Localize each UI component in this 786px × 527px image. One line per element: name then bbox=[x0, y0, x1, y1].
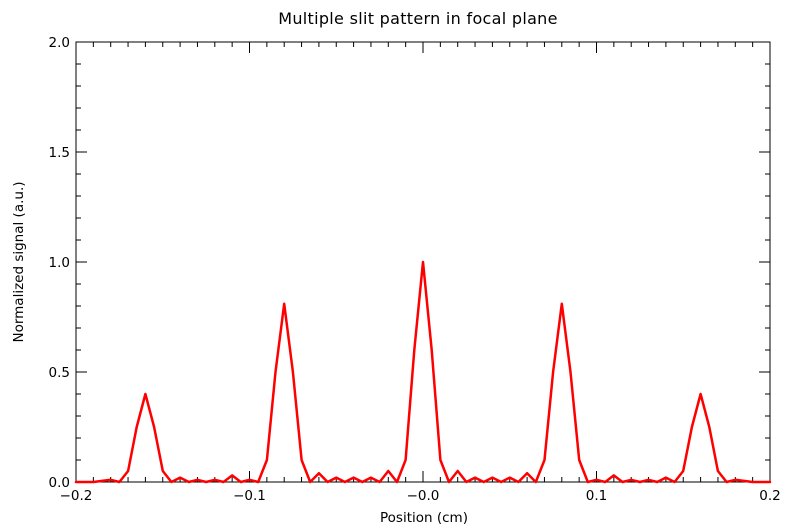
data-point bbox=[352, 476, 355, 479]
data-point bbox=[699, 393, 702, 395]
data-point bbox=[118, 481, 121, 483]
data-point bbox=[422, 261, 424, 263]
data-point bbox=[274, 371, 277, 373]
y-tick-label: 2.0 bbox=[49, 35, 70, 51]
x-tick-label: −0.2 bbox=[60, 488, 93, 504]
y-tick-label: 0.5 bbox=[49, 365, 70, 381]
chart-title: Multiple slit pattern in focal plane bbox=[278, 9, 558, 28]
data-point bbox=[604, 481, 607, 483]
x-tick-label: −0.0 bbox=[407, 488, 440, 504]
data-point bbox=[586, 481, 589, 483]
data-point bbox=[465, 481, 468, 483]
data-point bbox=[92, 481, 95, 483]
x-tick-label: 0.2 bbox=[759, 488, 780, 504]
data-point bbox=[656, 481, 659, 483]
x-tick-label: −0.1 bbox=[233, 488, 266, 504]
data-point bbox=[474, 476, 476, 479]
data-point bbox=[595, 478, 598, 481]
data-point bbox=[144, 393, 147, 395]
data-point bbox=[387, 470, 390, 472]
data-point bbox=[665, 476, 667, 479]
data-point bbox=[630, 478, 633, 481]
data-point bbox=[448, 481, 450, 483]
data-point bbox=[326, 481, 329, 483]
data-point bbox=[109, 478, 112, 481]
data-point bbox=[404, 459, 407, 461]
data-point bbox=[725, 481, 728, 483]
data-point bbox=[717, 470, 719, 472]
data-point bbox=[135, 426, 138, 428]
data-point bbox=[248, 478, 251, 481]
data-point bbox=[127, 470, 129, 472]
data-point bbox=[569, 371, 572, 373]
data-point bbox=[482, 481, 485, 483]
data-point bbox=[213, 478, 216, 481]
data-point bbox=[526, 472, 528, 475]
data-point bbox=[291, 371, 294, 373]
data-point bbox=[222, 481, 225, 483]
data-point bbox=[161, 470, 164, 472]
data-point bbox=[691, 426, 693, 428]
data-point bbox=[196, 478, 199, 481]
data-point bbox=[560, 302, 563, 305]
data-point bbox=[396, 481, 398, 483]
data-point bbox=[552, 371, 555, 373]
data-point bbox=[153, 426, 155, 428]
series-line bbox=[74, 260, 772, 484]
data-points bbox=[75, 261, 771, 483]
data-point bbox=[335, 476, 338, 479]
data-point bbox=[534, 481, 537, 483]
y-tick-label: 1.0 bbox=[49, 255, 70, 271]
y-axis-label: Normalized signal (a.u.) bbox=[11, 181, 27, 342]
data-point bbox=[456, 470, 459, 472]
data-point bbox=[318, 472, 320, 475]
data-point bbox=[283, 302, 286, 305]
x-tick-label: 0.1 bbox=[586, 488, 607, 504]
data-point bbox=[231, 474, 234, 477]
data-point bbox=[265, 459, 268, 461]
data-point bbox=[734, 478, 737, 481]
x-axis-label: Position (cm) bbox=[380, 510, 468, 526]
data-point bbox=[769, 481, 771, 483]
data-point bbox=[361, 481, 364, 483]
data-point bbox=[205, 481, 208, 483]
y-tick-label: 1.5 bbox=[49, 145, 70, 161]
data-point bbox=[751, 481, 754, 483]
data-point bbox=[612, 474, 615, 477]
data-point bbox=[413, 349, 416, 351]
data-point bbox=[430, 349, 433, 351]
data-point bbox=[638, 481, 641, 483]
data-point bbox=[647, 478, 650, 481]
data-point bbox=[179, 476, 182, 479]
data-point bbox=[257, 481, 260, 483]
data-point bbox=[517, 481, 520, 483]
data-point bbox=[508, 476, 511, 479]
data-point bbox=[578, 459, 581, 461]
data-point bbox=[170, 481, 173, 483]
data-point bbox=[673, 481, 676, 483]
data-point bbox=[239, 481, 242, 483]
data-point bbox=[370, 476, 372, 479]
data-point bbox=[500, 481, 502, 483]
x-axis: −0.2 −0.1 −0.0 0.1 0.2 bbox=[60, 42, 781, 504]
data-point bbox=[491, 476, 494, 479]
data-point bbox=[344, 481, 346, 483]
y-tick-label: 0.0 bbox=[49, 475, 70, 491]
data-point bbox=[708, 426, 711, 428]
data-point bbox=[300, 459, 303, 461]
data-point bbox=[621, 481, 624, 483]
data-point bbox=[75, 481, 77, 483]
data-point bbox=[439, 459, 442, 461]
data-point bbox=[309, 481, 312, 483]
data-point bbox=[543, 459, 546, 461]
data-point bbox=[682, 470, 685, 472]
data-point bbox=[378, 481, 381, 483]
data-point bbox=[187, 481, 190, 483]
